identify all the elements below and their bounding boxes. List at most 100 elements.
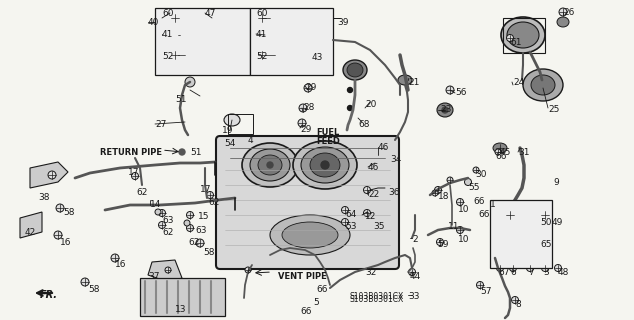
Text: VENT PIPE: VENT PIPE	[278, 272, 327, 281]
Text: 51: 51	[175, 95, 186, 104]
Text: 66: 66	[478, 210, 489, 219]
Text: 57: 57	[480, 287, 491, 296]
Text: 46: 46	[378, 143, 389, 152]
Ellipse shape	[224, 114, 240, 126]
Text: 44: 44	[410, 272, 421, 281]
Text: 3: 3	[543, 268, 549, 277]
Ellipse shape	[282, 222, 338, 248]
Circle shape	[541, 265, 548, 271]
Text: 66: 66	[300, 307, 311, 316]
Circle shape	[111, 254, 119, 262]
Bar	[155, 8, 250, 75]
Text: 4: 4	[248, 136, 254, 145]
Circle shape	[456, 198, 463, 205]
Circle shape	[304, 84, 312, 92]
Ellipse shape	[530, 222, 550, 238]
Text: RETURN PIPE: RETURN PIPE	[100, 148, 162, 157]
Text: 61: 61	[510, 38, 522, 47]
Ellipse shape	[310, 153, 340, 177]
Circle shape	[477, 282, 484, 289]
Text: 64: 64	[345, 210, 356, 219]
Text: 23: 23	[440, 105, 451, 114]
Circle shape	[158, 221, 165, 228]
Text: 39: 39	[337, 18, 349, 27]
Bar	[228, 114, 253, 134]
Ellipse shape	[265, 21, 305, 49]
Circle shape	[54, 231, 62, 239]
Circle shape	[185, 77, 195, 87]
Text: 40: 40	[148, 18, 159, 27]
Circle shape	[473, 167, 479, 173]
Text: 2: 2	[412, 235, 418, 244]
Text: S103B0301CX: S103B0301CX	[350, 292, 404, 301]
Circle shape	[510, 265, 517, 271]
Ellipse shape	[531, 75, 555, 95]
Text: S103B0301CX: S103B0301CX	[350, 295, 404, 304]
Circle shape	[258, 51, 266, 59]
Ellipse shape	[493, 143, 507, 153]
Text: 34: 34	[390, 155, 401, 164]
Circle shape	[258, 14, 266, 22]
Circle shape	[245, 267, 251, 273]
Text: 16: 16	[115, 260, 127, 269]
Text: 19: 19	[222, 126, 233, 135]
Text: 26: 26	[563, 8, 574, 17]
Ellipse shape	[501, 17, 545, 53]
Text: 60: 60	[256, 9, 268, 18]
Ellipse shape	[258, 155, 282, 175]
Bar	[250, 8, 333, 75]
Text: 18: 18	[438, 192, 450, 201]
Ellipse shape	[523, 69, 563, 101]
Text: 12: 12	[365, 212, 377, 221]
Text: 56: 56	[455, 88, 467, 97]
Text: 36: 36	[388, 188, 399, 197]
Ellipse shape	[293, 141, 357, 189]
Circle shape	[186, 225, 193, 231]
Text: 55: 55	[468, 183, 479, 192]
Circle shape	[447, 177, 453, 183]
Ellipse shape	[398, 75, 412, 85]
Text: FEED: FEED	[316, 137, 340, 146]
Bar	[140, 278, 225, 316]
Text: 63: 63	[162, 216, 174, 225]
Text: 62: 62	[162, 228, 173, 237]
Circle shape	[165, 267, 171, 273]
Ellipse shape	[557, 17, 569, 27]
Bar	[503, 18, 545, 53]
Circle shape	[555, 265, 562, 271]
Text: 28: 28	[303, 103, 314, 112]
Text: 13: 13	[175, 305, 186, 314]
Text: 7: 7	[528, 268, 534, 277]
Text: 41: 41	[162, 30, 173, 39]
Polygon shape	[20, 212, 42, 238]
Circle shape	[347, 87, 353, 92]
Circle shape	[186, 212, 193, 219]
Circle shape	[56, 204, 64, 212]
Ellipse shape	[347, 63, 363, 77]
Text: 10: 10	[458, 205, 470, 214]
Text: 67: 67	[498, 268, 510, 277]
Ellipse shape	[250, 149, 290, 181]
Text: 66: 66	[316, 285, 328, 294]
Circle shape	[559, 8, 567, 16]
Circle shape	[321, 161, 329, 169]
Text: 38: 38	[38, 193, 49, 202]
Text: 62: 62	[208, 198, 219, 207]
Text: 17: 17	[200, 185, 212, 194]
Circle shape	[442, 107, 448, 113]
Polygon shape	[148, 260, 182, 282]
Circle shape	[363, 187, 370, 194]
Text: 17: 17	[128, 168, 139, 177]
Circle shape	[179, 149, 185, 155]
Text: 29: 29	[300, 125, 311, 134]
Circle shape	[496, 265, 503, 271]
Text: 9: 9	[553, 178, 559, 187]
Circle shape	[342, 219, 349, 226]
Text: 21: 21	[408, 78, 419, 87]
Circle shape	[512, 297, 519, 303]
Text: 62: 62	[136, 188, 147, 197]
Text: 59: 59	[437, 240, 448, 249]
Circle shape	[456, 227, 463, 234]
Text: 1: 1	[490, 200, 496, 209]
Circle shape	[196, 239, 204, 247]
